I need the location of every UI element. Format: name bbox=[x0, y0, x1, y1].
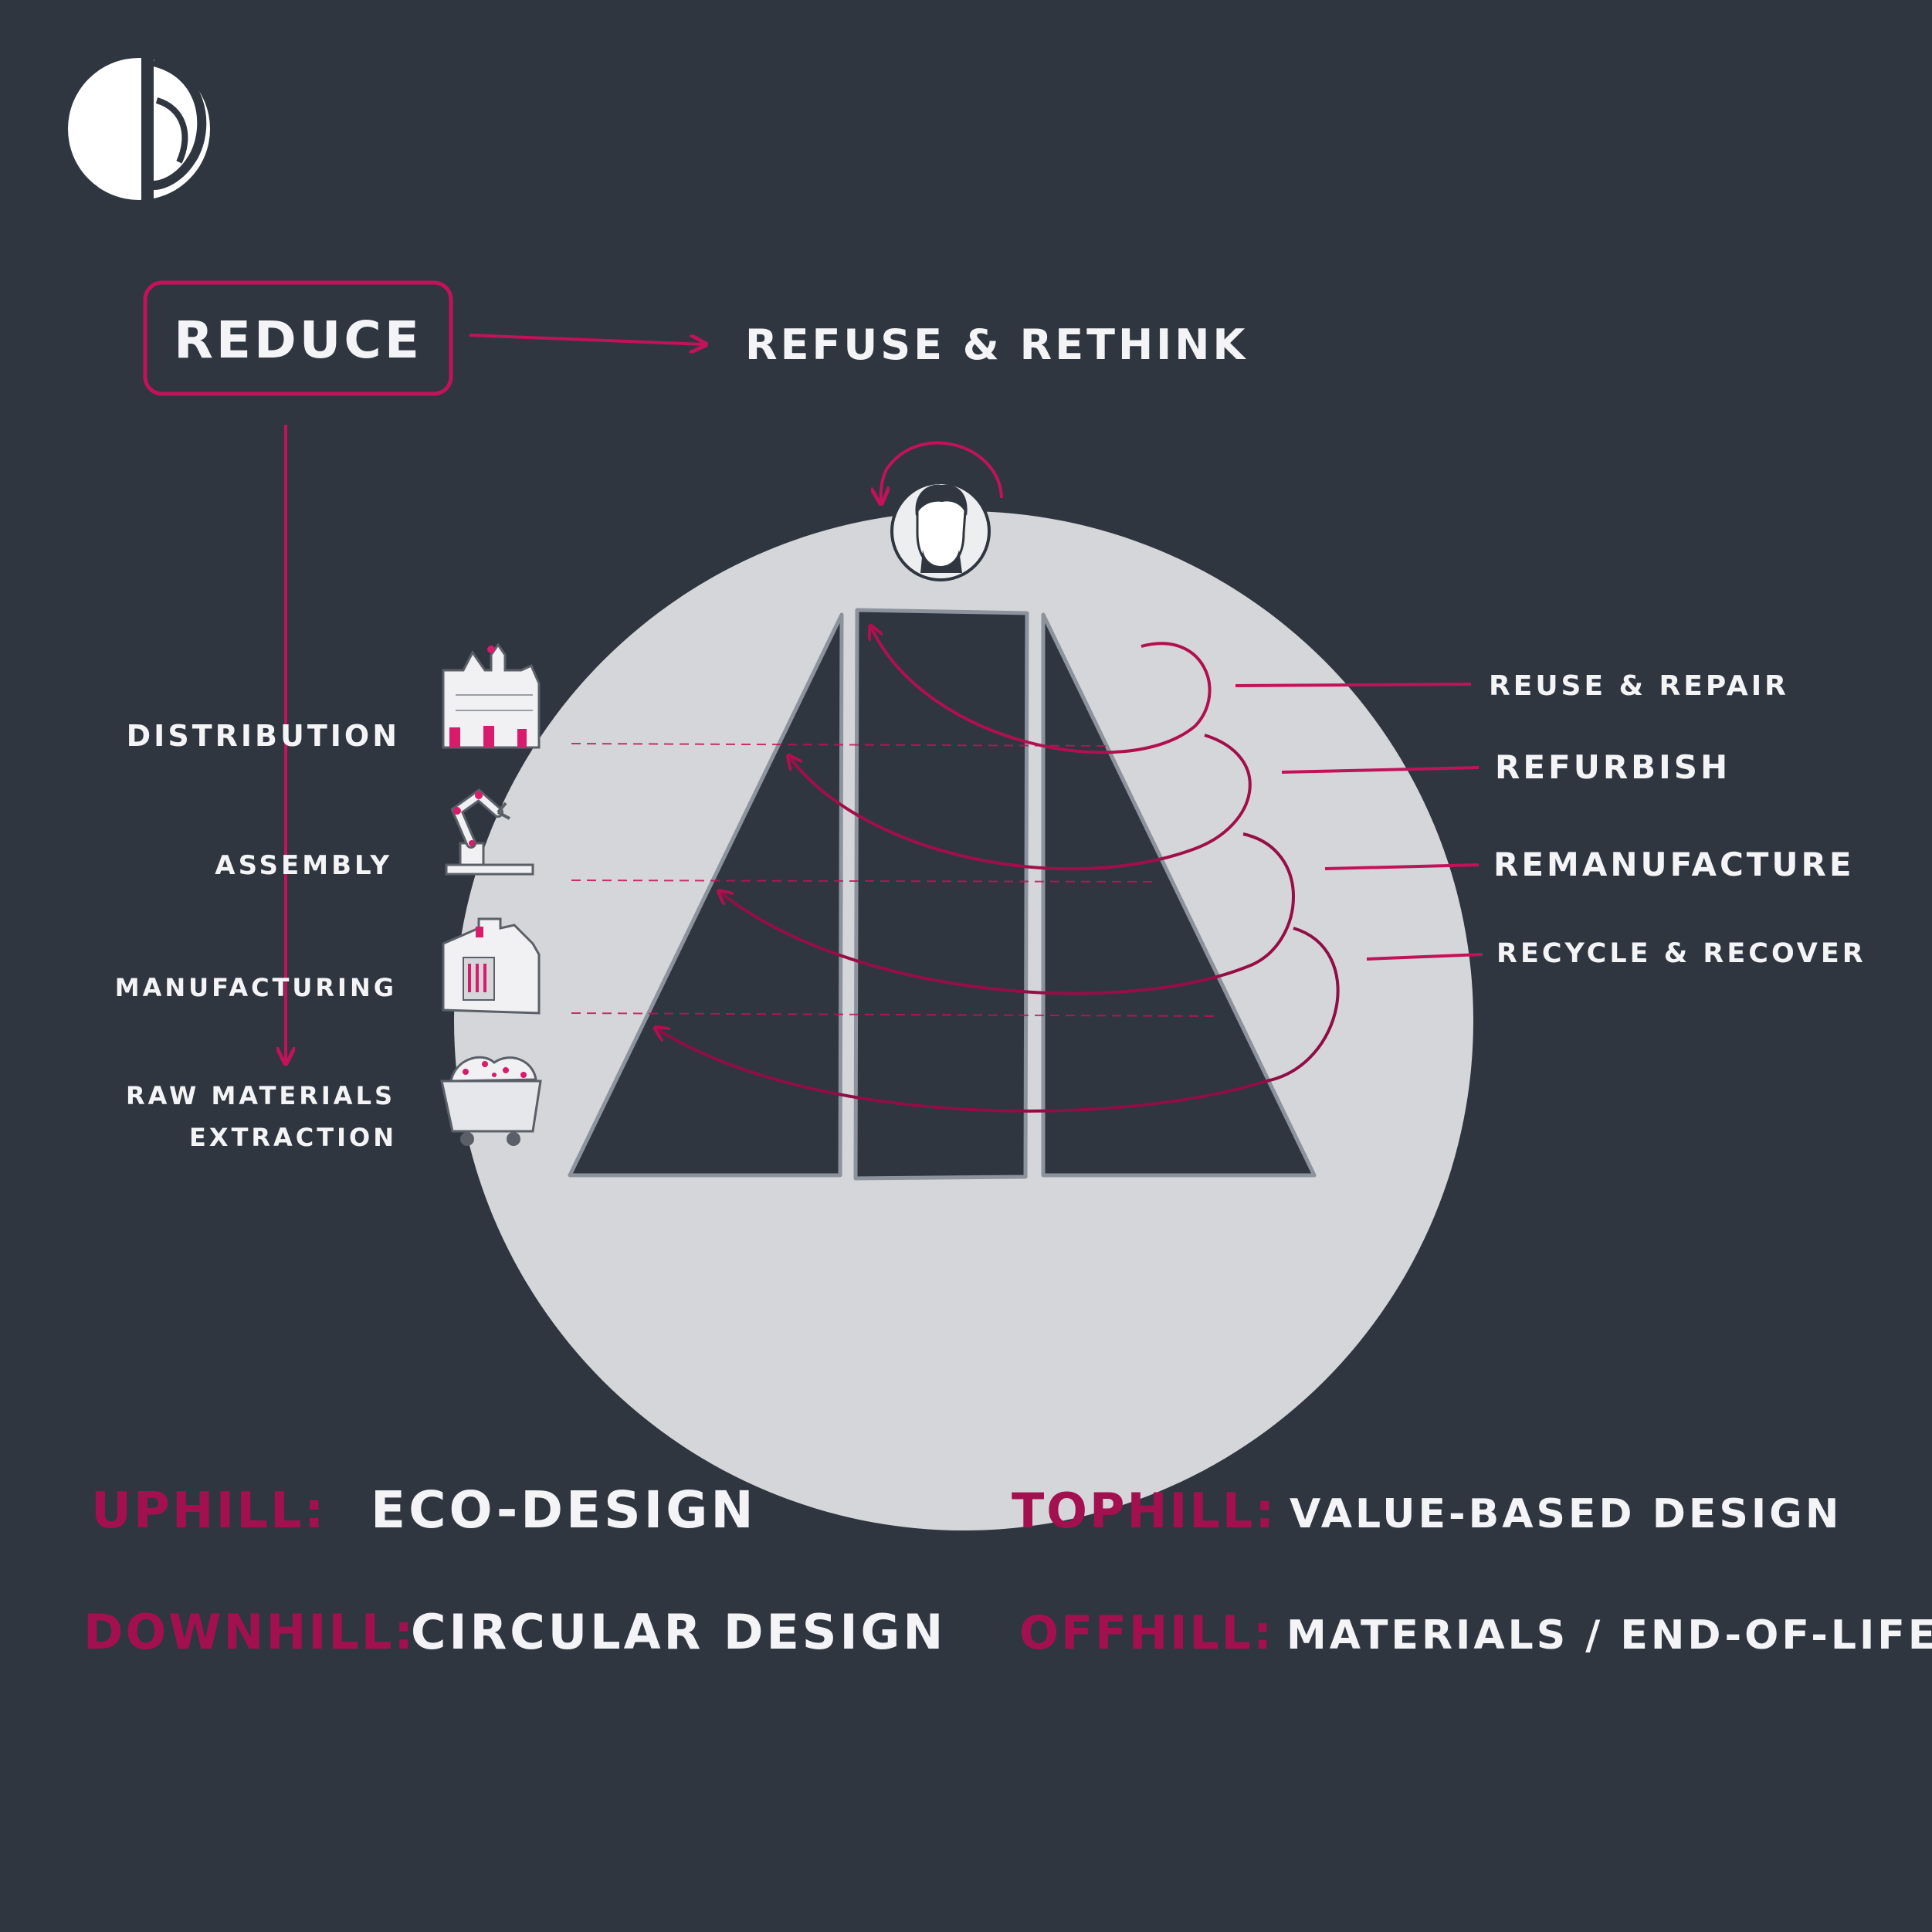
downhill-triangle bbox=[1041, 612, 1317, 1178]
legend-value-offhill: MATERIALS / END-OF-LIFE bbox=[1286, 1612, 1932, 1659]
stage-label-distribution: DISTRIBUTION bbox=[127, 719, 400, 753]
stage-label-extraction: EXTRACTION bbox=[189, 1123, 397, 1152]
refuse-rethink-label: REFUSE & RETHINK bbox=[745, 320, 1248, 369]
distribution-dashed-line bbox=[571, 743, 1113, 747]
refurbish-loop bbox=[789, 734, 1252, 871]
stage-label-raw-materials: RAW MATERIALS bbox=[126, 1081, 395, 1110]
robot-arm-icon bbox=[445, 788, 534, 876]
person-avatar-icon bbox=[890, 481, 991, 581]
stage-label-manufacturing: MANUFACTURING bbox=[115, 973, 397, 1002]
warehouse-icon bbox=[442, 642, 541, 749]
remanufacture-loop bbox=[720, 832, 1295, 995]
manufacturing-dashed-line bbox=[571, 1012, 1221, 1017]
legend-value-downhill: CIRCULAR DESIGN bbox=[411, 1604, 946, 1660]
uphill-triangle bbox=[568, 612, 844, 1178]
remanufacture-leader bbox=[1324, 863, 1480, 870]
recycle-recover-loop bbox=[656, 927, 1340, 1113]
legend-value-tophill: VALUE-BASED DESIGN bbox=[1290, 1491, 1842, 1537]
reduce-box bbox=[143, 280, 453, 396]
reuse-repair-loop bbox=[871, 627, 1212, 754]
brand-logo-icon bbox=[68, 56, 210, 202]
factory-icon bbox=[442, 917, 541, 1015]
tophill-column bbox=[853, 608, 1029, 1181]
legend-key-tophill: TOPHILL: bbox=[1012, 1483, 1276, 1539]
rethink-rotation-arrow bbox=[881, 441, 1003, 502]
legend-key-offhill: OFFHILL: bbox=[1019, 1606, 1274, 1660]
reuse-repair-leader bbox=[1235, 683, 1472, 687]
assembly-dashed-line bbox=[571, 880, 1159, 883]
reduce-to-refuse-arrow bbox=[469, 334, 704, 344]
refurbish-leader bbox=[1281, 766, 1480, 774]
legend-key-downhill: DOWNHILL: bbox=[83, 1604, 415, 1660]
legend-value-uphill: ECO-DESIGN bbox=[371, 1480, 757, 1540]
loop-label-refurbish: REFURBISH bbox=[1495, 748, 1730, 786]
reduce-label: REDUCE bbox=[174, 310, 422, 370]
loop-label-recycle-recover: RECYCLE & RECOVER bbox=[1496, 938, 1866, 969]
recycle-recover-leader bbox=[1366, 953, 1483, 961]
loop-label-reuse-repair: REUSE & REPAIR bbox=[1489, 670, 1789, 702]
stage-label-assembly: ASSEMBLY bbox=[215, 850, 392, 881]
legend-key-uphill: UPHILL: bbox=[91, 1483, 326, 1540]
loop-label-remanufacture: REMANUFACTURE bbox=[1493, 846, 1855, 883]
mine-cart-icon bbox=[440, 1056, 542, 1146]
